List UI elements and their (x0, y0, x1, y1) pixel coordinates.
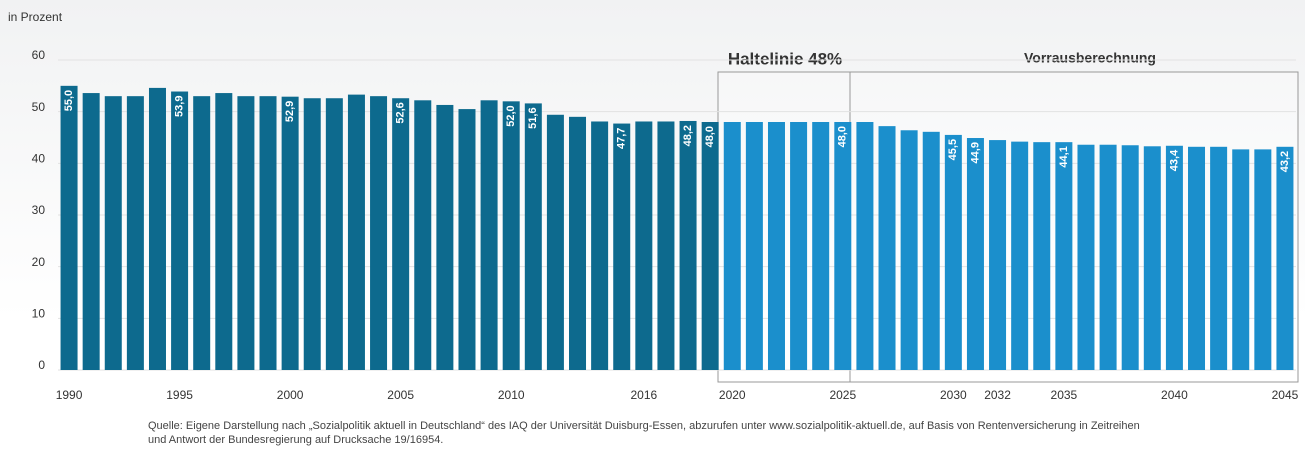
bar (171, 91, 189, 371)
bar (1143, 146, 1161, 370)
bar (480, 100, 498, 371)
bar (1099, 144, 1117, 370)
annotation: Vorrausberechnung (1024, 50, 1156, 66)
bar (1254, 149, 1272, 370)
y-tick-label: 20 (32, 255, 46, 269)
y-tick-label: 30 (32, 203, 46, 217)
bar (1210, 146, 1228, 370)
bar (436, 104, 454, 370)
value-label: 48,2 (682, 125, 694, 146)
value-label: 55,0 (63, 90, 75, 111)
x-tick-label: 2025 (829, 388, 856, 402)
bar (193, 96, 211, 371)
bar (922, 131, 940, 370)
y-tick-label: 50 (32, 100, 46, 114)
x-tick-label: 2032 (984, 388, 1011, 402)
value-label: 43,4 (1168, 149, 1180, 171)
bar (989, 140, 1007, 370)
bar (1055, 142, 1073, 370)
bar (392, 98, 410, 370)
bar (281, 96, 299, 370)
bar (215, 93, 233, 371)
bar (1276, 146, 1294, 370)
bar (856, 122, 874, 370)
bar (458, 109, 476, 370)
bar (1033, 142, 1051, 370)
x-tick-label: 2016 (630, 388, 657, 402)
bar (679, 120, 697, 370)
x-tick-label: 1995 (166, 388, 193, 402)
bar (414, 100, 432, 371)
bar (1232, 149, 1250, 370)
y-axis-label: in Prozent (8, 10, 63, 24)
x-tick-label: 1990 (56, 388, 83, 402)
x-tick-label: 2000 (277, 388, 304, 402)
bar (635, 121, 653, 370)
source: Quelle: Eigene Darstellung nach „Sozialp… (148, 420, 1140, 432)
bar (546, 114, 564, 371)
value-label: 51,6 (527, 107, 539, 128)
bar (1188, 146, 1206, 370)
source: und Antwort der Bundesregierung auf Druc… (148, 434, 443, 446)
bar (569, 116, 587, 370)
bar (347, 94, 365, 370)
bar (745, 122, 763, 370)
x-tick-label: 2035 (1051, 388, 1078, 402)
bar (790, 122, 808, 370)
x-tick-label: 2045 (1272, 388, 1299, 402)
x-tick-label: 2010 (498, 388, 525, 402)
bar (126, 96, 144, 371)
bar (259, 96, 277, 371)
bar (370, 96, 388, 371)
value-label: 52,6 (395, 102, 407, 123)
value-label: 52,0 (505, 105, 517, 126)
bar (1165, 145, 1183, 370)
bar (812, 122, 830, 370)
bar (657, 121, 675, 370)
bar (723, 122, 741, 370)
x-tick-label: 2020 (719, 388, 746, 402)
bar (878, 126, 896, 370)
bar (834, 122, 852, 370)
x-tick-label: 2030 (940, 388, 967, 402)
bar (1011, 141, 1029, 370)
y-tick-label: 0 (38, 358, 45, 372)
value-label: 47,7 (616, 128, 628, 149)
bar (1121, 145, 1139, 370)
value-label: 52,9 (284, 101, 296, 122)
y-tick-label: 40 (32, 152, 46, 166)
annotation: Haltelinie 48% (728, 49, 842, 68)
bar (104, 96, 122, 371)
value-label: 43,2 (1279, 151, 1291, 172)
bar (60, 85, 78, 370)
value-label: 45,5 (947, 139, 959, 160)
bar (325, 98, 343, 370)
bar (966, 138, 984, 370)
value-label: 44,9 (969, 142, 981, 163)
bar (591, 121, 609, 370)
y-tick-label: 60 (32, 48, 46, 62)
value-label: 53,9 (173, 96, 185, 117)
bar (944, 134, 962, 370)
bar (767, 122, 785, 370)
bar (701, 122, 719, 370)
bar (613, 123, 631, 370)
value-label: 44,1 (1058, 146, 1070, 167)
bar (148, 87, 166, 371)
bar (237, 96, 255, 371)
value-label: 48,0 (837, 126, 849, 147)
bar (1077, 144, 1095, 370)
bar (82, 93, 100, 371)
y-tick-label: 10 (32, 307, 46, 321)
x-tick-label: 2005 (387, 388, 414, 402)
bar (900, 130, 918, 370)
bar (303, 98, 321, 370)
bar (502, 101, 520, 370)
x-tick-label: 2040 (1161, 388, 1188, 402)
value-label: 48,0 (704, 126, 716, 147)
bar (524, 103, 542, 371)
